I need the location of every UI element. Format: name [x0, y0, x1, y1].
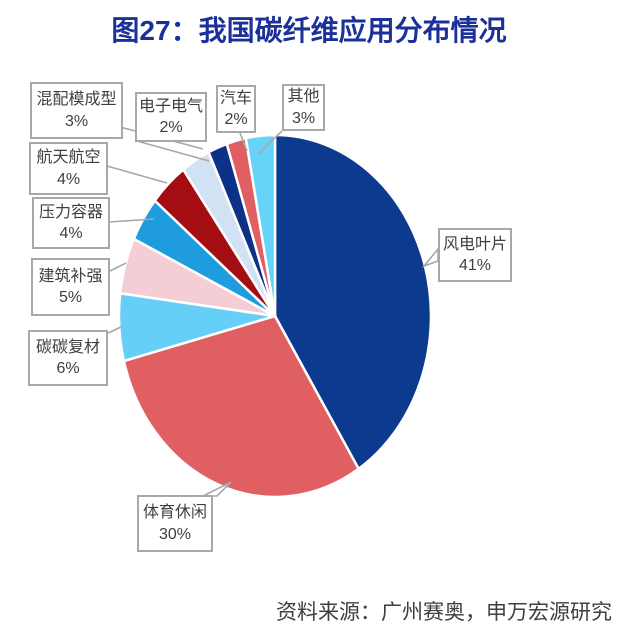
label-category: 风电叶片 [442, 235, 507, 253]
label-value: 2% [159, 119, 183, 136]
data-label-7[interactable]: 混配模成型 3% [30, 82, 123, 139]
data-label-4[interactable]: 建筑补强 5% [31, 258, 110, 316]
data-label-5[interactable]: 压力容器 4% [32, 197, 110, 249]
label-value: 30% [158, 525, 192, 543]
label-value: 3% [291, 109, 316, 127]
label-value: 6% [56, 360, 80, 377]
label-category: 其他 [287, 88, 320, 106]
label-category: 汽车 [219, 89, 252, 107]
leader-line [106, 165, 168, 184]
data-label-3[interactable]: 碳碳复材 6% [28, 330, 108, 386]
data-label-6[interactable]: 航天航空 4% [29, 142, 108, 195]
label-category: 体育休闲 [142, 504, 207, 522]
label-category: 建筑补强 [38, 267, 103, 285]
data-label-8[interactable]: 电子电气 2% [135, 92, 207, 142]
label-category: 航天航空 [36, 149, 101, 167]
leader-line [136, 140, 210, 162]
label-category: 混配模成型 [36, 91, 117, 109]
data-label-9[interactable]: 汽车 2% [216, 85, 256, 133]
leader-line [107, 262, 127, 273]
data-label-2[interactable]: 体育休闲 30% [137, 495, 213, 552]
label-value: 41% [458, 257, 492, 274]
figure-title: 图27：我国碳纤维应用分布情况 [111, 15, 507, 46]
label-category: 碳碳复材 [35, 338, 100, 356]
pie-slice-10[interactable] [244, 133, 277, 318]
label-category: 电子电气 [138, 97, 203, 115]
callout-pointer [421, 246, 439, 268]
label-value: 5% [58, 289, 83, 306]
label-value: 4% [56, 170, 81, 188]
leader-line [257, 130, 283, 155]
data-label-1[interactable]: 风电叶片 41% [438, 228, 512, 282]
data-label-10[interactable]: 其他 3% [282, 84, 325, 131]
source-note: 资料来源：广州赛奥，申万宏源研究 [276, 601, 612, 624]
pie-slice-2[interactable] [122, 314, 360, 499]
label-value: 2% [224, 111, 248, 128]
label-category: 压力容器 [38, 203, 103, 221]
label-value: 3% [64, 112, 89, 130]
label-value: 4% [59, 225, 83, 242]
leader-line [108, 218, 155, 223]
leader-line [239, 132, 248, 152]
leader-line [105, 326, 122, 335]
